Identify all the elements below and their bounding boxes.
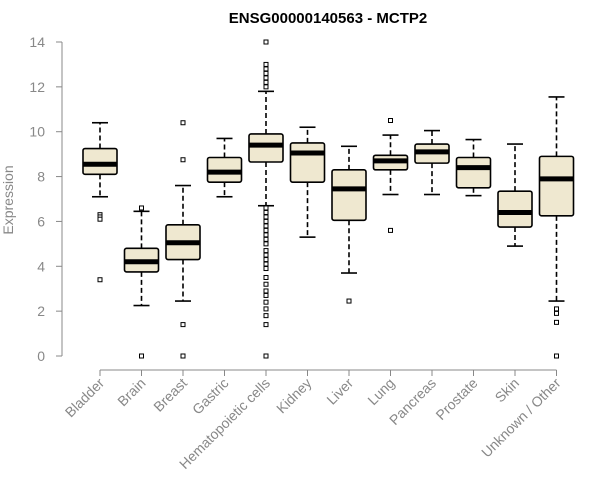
outlier-point [263, 75, 269, 81]
outlier-point [388, 118, 393, 123]
y-tick-label: 2 [37, 303, 45, 319]
outlier-point [554, 353, 559, 359]
box-6 [331, 145, 367, 304]
box-10 [497, 143, 533, 247]
x-tick-label: Prostate [432, 375, 480, 423]
x-tick-label: Liver [323, 375, 356, 408]
outlier-point [263, 252, 269, 258]
box-5 [289, 126, 326, 238]
outlier-point [263, 322, 269, 328]
iqr-box [538, 155, 575, 217]
box-0 [82, 121, 118, 283]
x-tick-label: Brain [114, 375, 148, 409]
y-tick-label: 0 [37, 348, 45, 364]
outlier-point [139, 205, 144, 211]
y-tick-label: 12 [29, 79, 45, 95]
outlier-point [263, 313, 269, 319]
x-tick-label: Breast [150, 375, 190, 415]
outlier-point [263, 61, 269, 67]
outlier-point [263, 241, 269, 247]
box-2 [165, 120, 201, 359]
x-tick-label: Skin [492, 375, 523, 406]
box-9 [455, 138, 492, 197]
y-axis-label: Expression [0, 165, 16, 234]
outlier-point [139, 353, 144, 359]
outlier-point [180, 157, 186, 163]
outlier-point [263, 292, 269, 298]
box-7 [372, 118, 409, 233]
outlier-point [554, 310, 559, 316]
x-tick-label: Kidney [273, 375, 315, 417]
outlier-point [263, 306, 269, 312]
chart-title: ENSG00000140563 - MCTP2 [229, 10, 427, 27]
outlier-point [180, 120, 186, 126]
outlier-point [263, 66, 269, 72]
iqr-box [455, 156, 492, 189]
outlier-point [388, 227, 393, 233]
outlier-point [263, 79, 269, 85]
y-tick-label: 14 [29, 34, 45, 50]
outlier-point [97, 216, 103, 222]
outlier-point [263, 281, 269, 287]
box-11 [538, 96, 575, 359]
y-tick-label: 8 [37, 169, 45, 185]
box-4 [248, 39, 284, 359]
iqr-box [497, 190, 533, 228]
iqr-box [82, 147, 118, 176]
outlier-point [180, 353, 186, 359]
y-tick-label: 10 [29, 124, 45, 140]
outlier-point [263, 70, 269, 76]
outlier-point [263, 266, 269, 272]
outlier-point [263, 248, 269, 254]
y-tick-label: 6 [37, 213, 45, 229]
outlier-point [346, 298, 352, 304]
iqr-box [289, 142, 326, 183]
outlier-point [554, 319, 559, 325]
outlier-point [263, 209, 269, 215]
outlier-point [263, 84, 269, 90]
x-tick-label: Bladder [62, 375, 108, 421]
outlier-point [263, 353, 269, 359]
outlier-point [263, 261, 269, 267]
x-tick-label: Lung [364, 375, 397, 408]
outlier-point [263, 223, 269, 229]
box-8 [414, 129, 450, 196]
outlier-point [263, 275, 269, 280]
outlier-point [263, 39, 269, 45]
box-3 [206, 137, 243, 198]
outlier-point [263, 218, 269, 224]
iqr-box [248, 133, 284, 163]
boxes [82, 39, 575, 359]
y-axis: 0 2 4 6 8 10 12 14 [29, 34, 63, 364]
outlier-point [263, 232, 269, 238]
outlier-point [263, 257, 269, 263]
box-1 [123, 205, 160, 359]
outlier-point [263, 214, 269, 220]
y-tick-label: 4 [37, 258, 45, 274]
outlier-point [97, 277, 103, 283]
outlier-point [180, 322, 186, 328]
outlier-point [263, 299, 269, 305]
outlier-point [263, 205, 269, 211]
iqr-box [331, 169, 367, 222]
outlier-point [263, 227, 269, 233]
outlier-point [263, 288, 269, 294]
x-tick-label: Unknown / Other [478, 375, 564, 461]
outlier-point [554, 306, 559, 312]
outlier-point [263, 236, 269, 242]
